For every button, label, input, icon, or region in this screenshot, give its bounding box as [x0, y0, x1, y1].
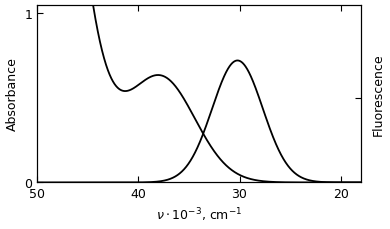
Y-axis label: Fluorescence: Fluorescence: [371, 53, 385, 135]
Y-axis label: Absorbance: Absorbance: [5, 57, 19, 131]
X-axis label: $\nu\cdot10^{-3}$, cm$^{-1}$: $\nu\cdot10^{-3}$, cm$^{-1}$: [156, 206, 242, 224]
